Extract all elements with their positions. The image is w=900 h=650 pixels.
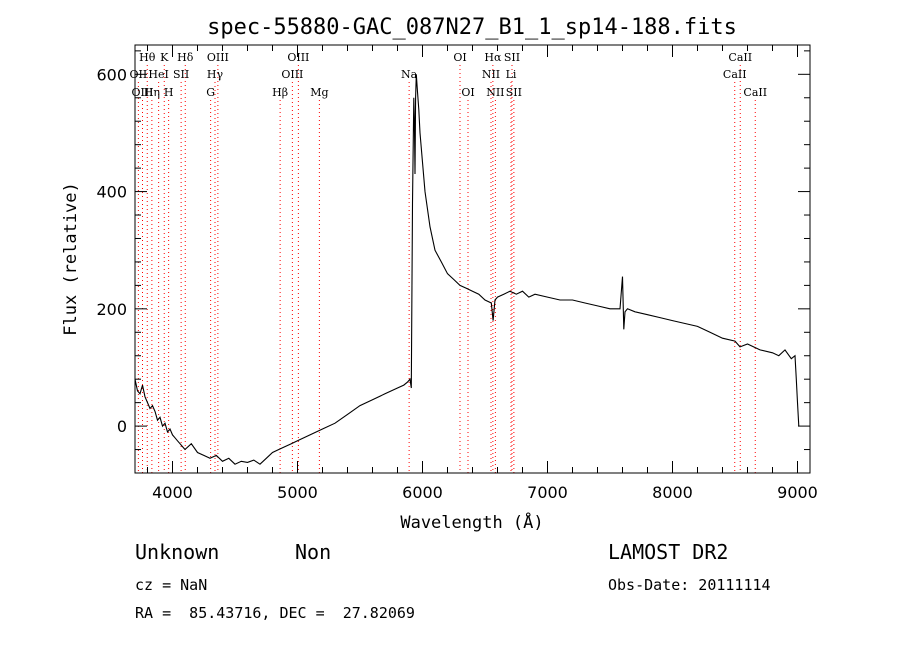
y-tick-label: 400: [96, 183, 127, 202]
spectral-line-label: OIII: [207, 51, 229, 64]
spectral-line-label: Hη: [144, 86, 160, 99]
ra-dec-coordinates: RA = 85.43716, DEC = 27.82069: [135, 604, 415, 622]
spectral-line-label: SII: [504, 51, 520, 64]
spectral-line-label: Li: [506, 68, 517, 81]
survey-name: LAMOST DR2: [608, 540, 729, 564]
x-tick-label: 4000: [152, 483, 193, 502]
spectral-line-label: CaII: [723, 68, 747, 81]
spectral-line-label: HeI: [148, 68, 168, 81]
spectral-line-label: Mg: [310, 86, 328, 99]
object-class: Unknown: [135, 540, 220, 564]
spectral-line-label: Hθ: [139, 51, 156, 64]
spectral-line-label: SII: [506, 86, 522, 99]
x-tick-label: 8000: [652, 483, 693, 502]
x-tick-label: 9000: [777, 483, 818, 502]
observation-date: Obs-Date: 20111114: [608, 576, 771, 594]
y-tick-label: 200: [96, 300, 127, 319]
spectral-line-label: CaII: [743, 86, 767, 99]
spectral-line-label: Na: [401, 68, 418, 81]
spectral-line-label: Hγ: [207, 68, 224, 81]
spectral-line-label: NII: [482, 68, 500, 81]
x-tick-label: 7000: [527, 483, 568, 502]
spectral-lines-layer: [137, 65, 756, 473]
spectral-line-label: OI: [461, 86, 474, 99]
spectral-line-label: K: [160, 51, 169, 64]
x-tick-label: 6000: [402, 483, 443, 502]
spectral-line-label: G: [206, 86, 215, 99]
plot-frame: [134, 44, 811, 474]
spectral-line-label: OIII: [131, 86, 153, 99]
spectral-line-label: OIII: [281, 68, 303, 81]
spectrum-line: [134, 74, 800, 465]
spectral-line-label: Hβ: [272, 86, 288, 99]
spectral-line-label: Hδ: [177, 51, 194, 64]
spectral-line-label: H: [164, 86, 174, 99]
y-tick-label: 600: [96, 65, 127, 84]
spectral-line-label: SII: [173, 68, 189, 81]
x-axis-ticks: 4000 5000 6000 7000 8000 9000: [147, 45, 818, 502]
x-axis-label: Wavelength (Å): [400, 511, 543, 533]
redshift-cz: cz = NaN: [135, 576, 208, 594]
y-tick-label: 0: [117, 417, 127, 436]
spectral-line-label: Hα: [484, 51, 502, 64]
x-tick-label: 5000: [277, 483, 318, 502]
chart-title: spec-55880-GAC_087N27_B1_1_sp14-188.fits: [207, 15, 737, 40]
y-axis-label: Flux (relative): [61, 182, 81, 336]
y-axis-ticks: 0 200 400 600: [96, 50, 810, 451]
spectral-line-label: NII: [486, 86, 504, 99]
spectral-line-label: OIII: [287, 51, 309, 64]
spectral-line-label: CaII: [728, 51, 752, 64]
spectral-line-label: OI: [453, 51, 466, 64]
object-subclass: Non: [295, 540, 332, 564]
